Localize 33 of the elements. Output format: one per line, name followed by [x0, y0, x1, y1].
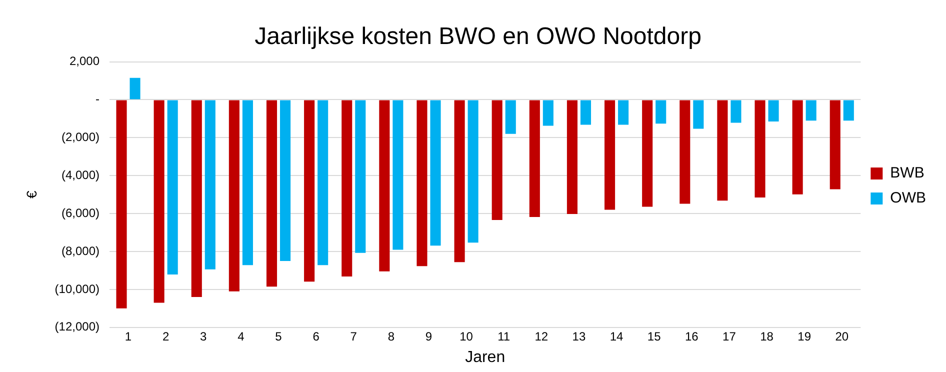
x-tick-label: 17 [722, 330, 736, 344]
x-tick-label: 10 [460, 330, 474, 344]
x-tick-label: 1 [124, 330, 132, 344]
x-tick-label: 12 [534, 330, 548, 344]
x-tick-label: 14 [610, 330, 624, 344]
y-tick-label: (2,000) [61, 130, 100, 144]
x-tick-label: 15 [647, 330, 662, 344]
y-tick-label: (8,000) [61, 244, 100, 258]
y-tick-label: (6,000) [61, 206, 100, 220]
x-tick-label: 4 [238, 330, 245, 344]
x-tick-label: 9 [425, 330, 432, 344]
y-tick-label: (10,000) [54, 282, 100, 296]
legend-label: BWB [890, 164, 924, 182]
x-tick-label: 18 [760, 330, 774, 344]
legend-label: OWB [890, 190, 926, 207]
chart-title: Jaarlijkse kosten BWO en OWO Nootdorp [254, 23, 702, 50]
x-tick-label: 16 [684, 330, 699, 344]
x-axis-title: Jaren [465, 348, 506, 366]
x-tick-label: 20 [835, 330, 849, 344]
x-tick-label: 11 [498, 330, 510, 344]
y-tick-label: 2,000 [69, 54, 100, 68]
y-tick-label: (12,000) [54, 320, 100, 334]
y-tick-label: (4,000) [61, 168, 100, 182]
x-tick-label: 5 [275, 330, 282, 344]
y-tick-label: - [95, 92, 100, 106]
x-tick-label: 3 [200, 330, 208, 344]
x-tick-label: 2 [162, 330, 170, 344]
x-tick-label: 7 [350, 330, 358, 344]
x-tick-label: 8 [388, 330, 395, 344]
y-axis-title: € [23, 190, 40, 198]
x-tick-label: 19 [798, 330, 812, 344]
x-tick-label: 13 [572, 330, 586, 344]
x-tick-label: 6 [312, 330, 320, 344]
